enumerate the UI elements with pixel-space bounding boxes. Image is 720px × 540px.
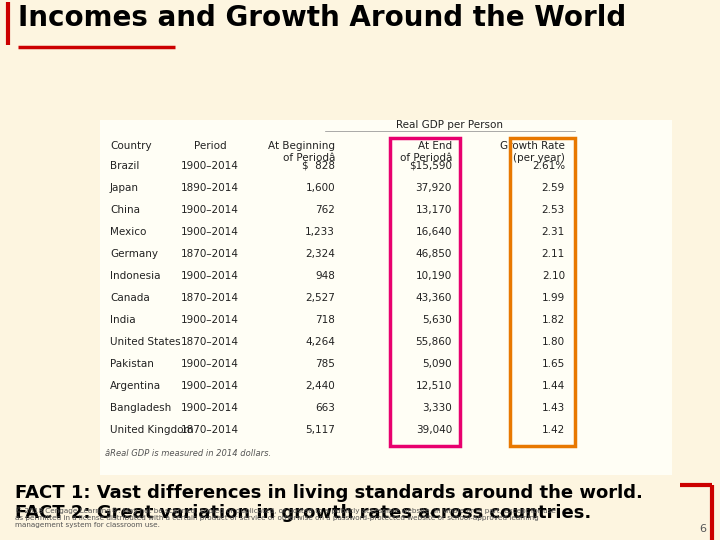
- Text: 762: 762: [315, 205, 335, 215]
- Text: Japan: Japan: [110, 183, 139, 193]
- Text: 2.61%: 2.61%: [532, 161, 565, 171]
- Text: 1870–2014: 1870–2014: [181, 425, 239, 435]
- Text: 1900–2014: 1900–2014: [181, 403, 239, 413]
- Text: 2.53: 2.53: [541, 205, 565, 215]
- Text: © 2018 Cengage Learning®. May not be scanned, copied or duplicated, or posted to: © 2018 Cengage Learning®. May not be sca…: [15, 508, 556, 528]
- Text: 55,860: 55,860: [415, 337, 452, 347]
- Text: 3,330: 3,330: [422, 403, 452, 413]
- Text: FACT 1: Vast differences in living standards around the world.: FACT 1: Vast differences in living stand…: [15, 484, 643, 502]
- Text: Argentina: Argentina: [110, 381, 161, 391]
- Text: Growth Rate
(per year): Growth Rate (per year): [500, 141, 565, 163]
- Text: 5,630: 5,630: [422, 315, 452, 325]
- Text: 1.42: 1.42: [541, 425, 565, 435]
- Text: 2.31: 2.31: [541, 227, 565, 237]
- Text: âReal GDP is measured in 2014 dollars.: âReal GDP is measured in 2014 dollars.: [105, 449, 271, 458]
- Text: 2.10: 2.10: [542, 271, 565, 281]
- Text: 1900–2014: 1900–2014: [181, 205, 239, 215]
- Text: FACT 2: Great variation in growth rates across countries.: FACT 2: Great variation in growth rates …: [15, 504, 591, 522]
- Text: Canada: Canada: [110, 293, 150, 303]
- Bar: [100, 120, 672, 475]
- Text: China: China: [110, 205, 140, 215]
- Text: 663: 663: [315, 403, 335, 413]
- Text: 1900–2014: 1900–2014: [181, 161, 239, 171]
- Text: Period: Period: [194, 141, 226, 151]
- Text: 6: 6: [699, 524, 706, 534]
- Text: 1.80: 1.80: [542, 337, 565, 347]
- Text: 2,527: 2,527: [305, 293, 335, 303]
- Text: 785: 785: [315, 359, 335, 369]
- Text: 1870–2014: 1870–2014: [181, 293, 239, 303]
- Text: 1900–2014: 1900–2014: [181, 381, 239, 391]
- Text: Mexico: Mexico: [110, 227, 146, 237]
- Text: 4,264: 4,264: [305, 337, 335, 347]
- Text: 1.44: 1.44: [541, 381, 565, 391]
- Text: Indonesia: Indonesia: [110, 271, 161, 281]
- Text: Pakistan: Pakistan: [110, 359, 154, 369]
- Text: 2.59: 2.59: [541, 183, 565, 193]
- Text: Real GDP per Person: Real GDP per Person: [397, 120, 503, 130]
- Text: 16,640: 16,640: [415, 227, 452, 237]
- Bar: [390, 138, 460, 446]
- Text: At End
of Periodâ: At End of Periodâ: [400, 141, 452, 163]
- Text: $15,590: $15,590: [409, 161, 452, 171]
- Text: Bangladesh: Bangladesh: [110, 403, 171, 413]
- Text: 39,040: 39,040: [415, 425, 452, 435]
- Text: At Beginning
of Periodâ: At Beginning of Periodâ: [268, 141, 335, 163]
- Bar: [510, 138, 575, 446]
- Text: 948: 948: [315, 271, 335, 281]
- Text: 1890–2014: 1890–2014: [181, 183, 239, 193]
- Text: 1,600: 1,600: [305, 183, 335, 193]
- Text: 5,090: 5,090: [423, 359, 452, 369]
- Text: 2,324: 2,324: [305, 249, 335, 259]
- Text: 1.82: 1.82: [541, 315, 565, 325]
- Text: United Kingdom: United Kingdom: [110, 425, 194, 435]
- Text: 2.11: 2.11: [541, 249, 565, 259]
- Text: 2,440: 2,440: [305, 381, 335, 391]
- Text: 1900–2014: 1900–2014: [181, 227, 239, 237]
- Text: Brazil: Brazil: [110, 161, 140, 171]
- Text: Incomes and Growth Around the World: Incomes and Growth Around the World: [18, 4, 626, 32]
- Text: Germany: Germany: [110, 249, 158, 259]
- Text: India: India: [110, 315, 135, 325]
- Text: 1.99: 1.99: [541, 293, 565, 303]
- Text: 1900–2014: 1900–2014: [181, 271, 239, 281]
- Text: 1.43: 1.43: [541, 403, 565, 413]
- Text: United States: United States: [110, 337, 181, 347]
- Text: 43,360: 43,360: [415, 293, 452, 303]
- Text: 718: 718: [315, 315, 335, 325]
- Text: 10,190: 10,190: [415, 271, 452, 281]
- Text: 1870–2014: 1870–2014: [181, 249, 239, 259]
- Text: Country: Country: [110, 141, 152, 151]
- Text: 5,117: 5,117: [305, 425, 335, 435]
- Text: $  828: $ 828: [302, 161, 335, 171]
- Text: 37,920: 37,920: [415, 183, 452, 193]
- Text: 1900–2014: 1900–2014: [181, 315, 239, 325]
- Text: 1,233: 1,233: [305, 227, 335, 237]
- Text: 1870–2014: 1870–2014: [181, 337, 239, 347]
- Text: 13,170: 13,170: [415, 205, 452, 215]
- Text: 12,510: 12,510: [415, 381, 452, 391]
- Text: 46,850: 46,850: [415, 249, 452, 259]
- Text: 1900–2014: 1900–2014: [181, 359, 239, 369]
- Text: 1.65: 1.65: [541, 359, 565, 369]
